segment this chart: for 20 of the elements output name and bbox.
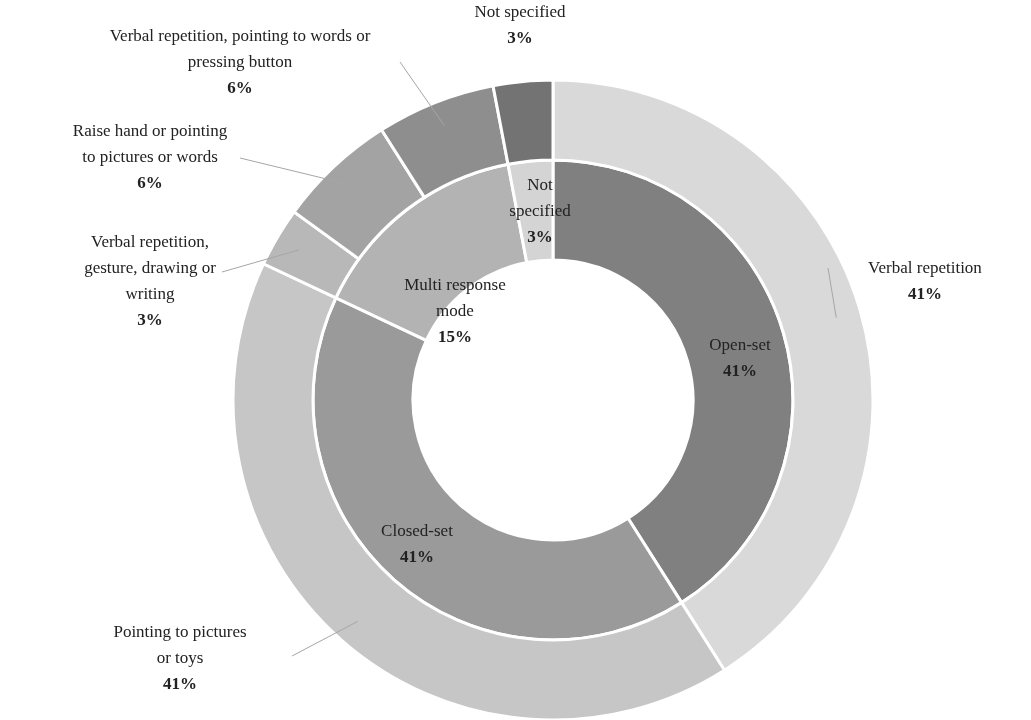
slice-label: Pointing to pictures or toys [113, 622, 247, 667]
data-label: 15% [438, 327, 472, 346]
data-label: 41% [908, 284, 942, 303]
data-label: 6% [227, 78, 253, 97]
slice-label: Verbal repetition, gesture, drawing or writing [84, 232, 217, 303]
slice-label: Verbal repetition, pointing to words or pressing button [109, 26, 371, 71]
data-label: 41% [723, 361, 757, 380]
slice-label: Not specified [474, 2, 567, 21]
data-label: 6% [137, 173, 163, 192]
data-label: 41% [163, 674, 197, 693]
slice-label: Not specified [509, 175, 572, 220]
slice-label: Closed-set [381, 521, 454, 540]
data-label: 41% [400, 547, 434, 566]
slice-label: Multi response mode [404, 275, 506, 320]
data-label: 3% [527, 227, 553, 246]
data-label: 3% [507, 28, 533, 47]
data-label: 3% [137, 310, 163, 329]
slice-label: Raise hand or pointing to pictures or words [72, 121, 228, 166]
slice-label: Open-set [709, 335, 771, 354]
slice-label: Verbal repetition [868, 258, 983, 277]
